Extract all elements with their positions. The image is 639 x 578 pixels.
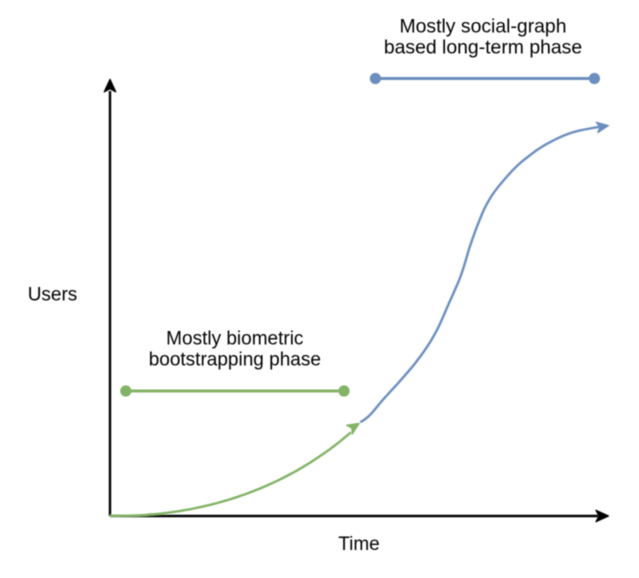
svg-text:Mostly biometric: Mostly biometric — [166, 328, 303, 349]
svg-text:based long-term phase: based long-term phase — [384, 36, 582, 58]
svg-text:Mostly social-graph: Mostly social-graph — [399, 15, 566, 37]
svg-text:bootstrapping phase: bootstrapping phase — [149, 349, 321, 370]
svg-text:Time: Time — [338, 534, 380, 555]
svg-text:Users: Users — [28, 285, 78, 306]
